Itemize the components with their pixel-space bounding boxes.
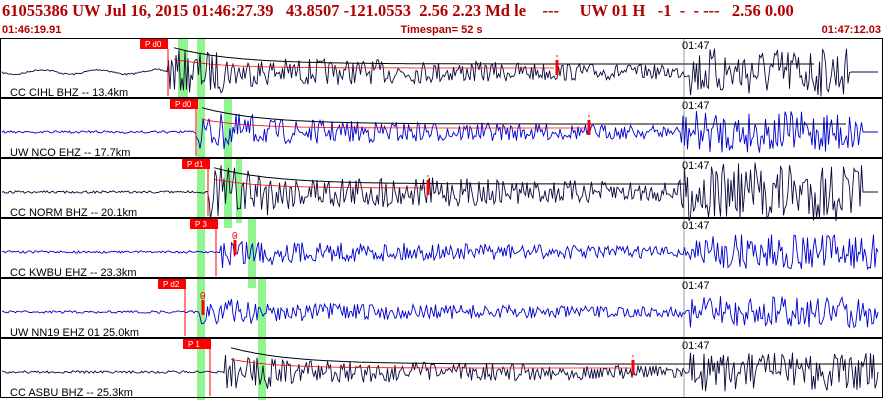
coda-end-marker[interactable]	[234, 240, 237, 255]
trace-panel-0[interactable]: P d0 01:47 CC CIHL BHZ -- 13.4km	[1, 39, 883, 100]
phase-pick-label: P d1	[187, 160, 204, 169]
minute-marker-label: 01:47	[682, 100, 710, 112]
coda-end-marker[interactable]	[632, 360, 635, 375]
phase-pick-label: P d2	[163, 280, 180, 289]
minute-marker-label: 01:47	[682, 40, 710, 52]
waveform-trace	[2, 353, 878, 392]
minute-marker-label: 01:47	[682, 220, 710, 232]
phase-pick-label: P d0	[175, 100, 192, 109]
phase-pick-label: P d0	[145, 40, 162, 49]
station-label: CC CIHL BHZ -- 13.4km	[10, 87, 128, 99]
station-label: CC NORM BHZ -- 20.1km	[10, 207, 137, 219]
minute-marker-label: 01:47	[682, 280, 710, 292]
minute-marker-label: 01:47	[682, 160, 710, 172]
trace-panel-5[interactable]: P 1 01:47 CC ASBU BHZ -- 25.3km	[1, 339, 883, 400]
waveform-trace	[2, 235, 878, 269]
phase-pick-label: P 3	[195, 220, 207, 229]
station-label: CC KWBU EHZ -- 23.3km	[10, 267, 137, 279]
waveform-trace	[2, 49, 878, 97]
seismogram-panel-stack[interactable]: P d0 01:47 CC CIHL BHZ -- 13.4km P d0 01:47 U…	[0, 38, 883, 400]
waveform-trace	[2, 296, 878, 327]
coda-end-marker[interactable]	[202, 300, 205, 315]
trace-panel-2[interactable]: P d1 01:47 CC NORM BHZ -- 20.1km	[1, 159, 883, 222]
coda-envelope-curve	[174, 48, 814, 64]
phase-pick-label: P 1	[188, 340, 200, 349]
phase-band	[224, 98, 232, 228]
minute-marker-label: 01:47	[682, 340, 710, 352]
phase-band	[236, 158, 242, 223]
end-time-label: 01:47:12.03	[822, 24, 881, 36]
coda-end-marker[interactable]	[588, 120, 591, 135]
coda-end-marker[interactable]	[427, 180, 430, 195]
waveform-trace	[2, 111, 878, 153]
station-label: CC ASBU BHZ -- 25.3km	[10, 387, 133, 399]
trace-panel-1[interactable]: P d0 01:47 UW NCO EHZ -- 17.7km	[1, 99, 883, 160]
station-label: UW NN19 EHZ 01 25.0km	[10, 327, 139, 339]
timespan-label: Timespan= 52 s	[0, 24, 883, 36]
coda-end-marker[interactable]	[556, 60, 559, 75]
seismogram-canvas[interactable]: P d0 01:47 CC CIHL BHZ -- 13.4km P d0 01:47 U…	[0, 38, 883, 400]
station-label: UW NCO EHZ -- 17.7km	[10, 147, 130, 159]
event-summary-line: 61055386 UW Jul 16, 2015 01:46:27.39 43.…	[0, 0, 883, 22]
coda-envelope-curve	[214, 168, 686, 184]
event-header: 61055386 UW Jul 16, 2015 01:46:27.39 43.…	[0, 0, 883, 38]
